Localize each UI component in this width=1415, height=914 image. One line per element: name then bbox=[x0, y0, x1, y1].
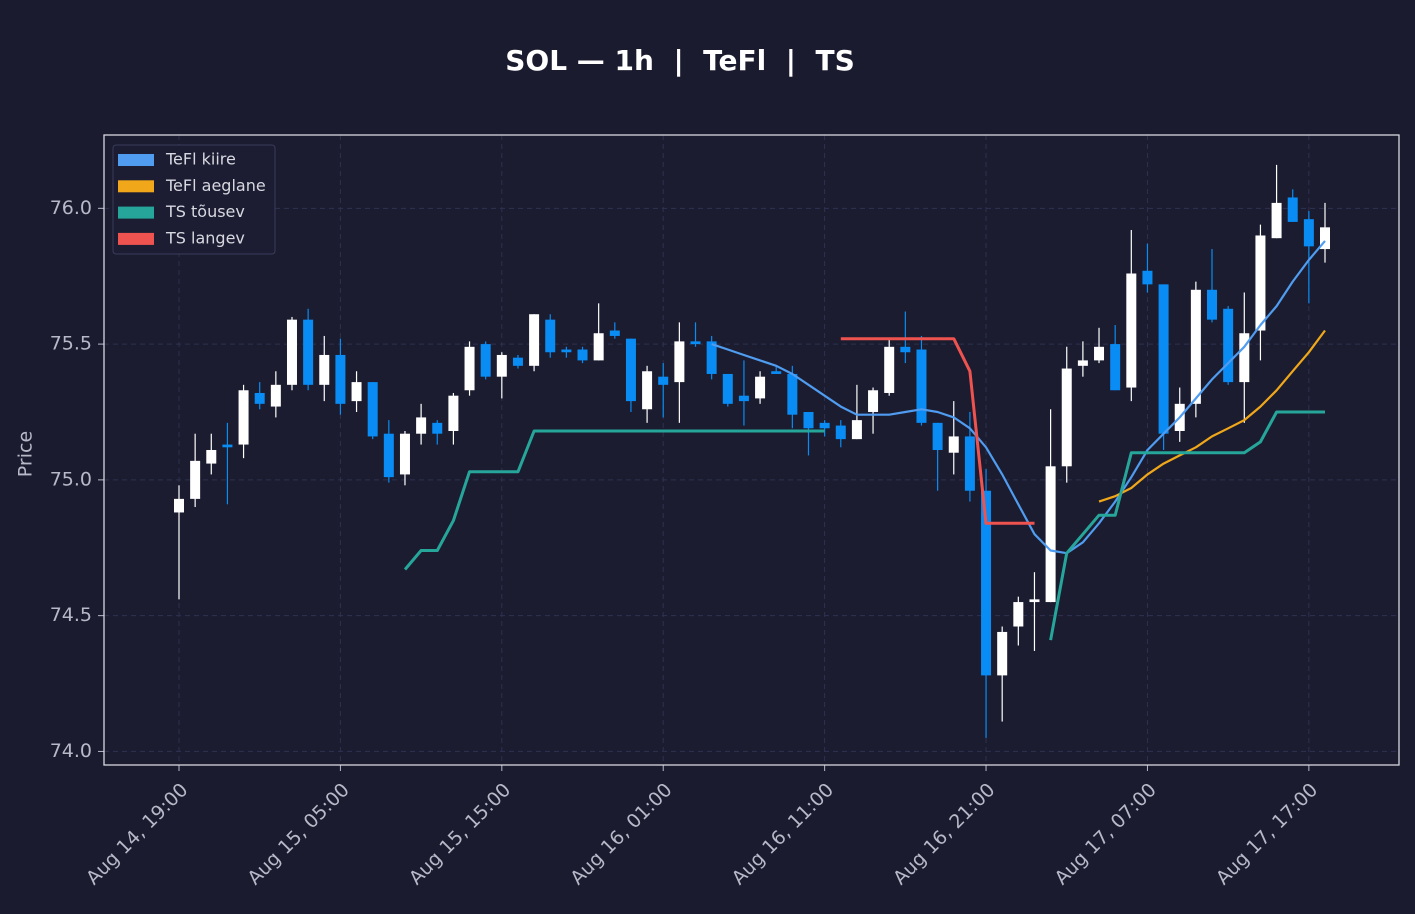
legend-swatch bbox=[118, 206, 154, 219]
series-line bbox=[711, 240, 1326, 555]
candle-body bbox=[884, 346, 895, 393]
candle-body bbox=[399, 433, 410, 475]
candle-body bbox=[1320, 227, 1330, 250]
plot-border bbox=[103, 134, 1400, 766]
candle-body bbox=[787, 373, 798, 415]
candle-body bbox=[1061, 368, 1072, 467]
series-line bbox=[1098, 329, 1326, 503]
series-line bbox=[840, 337, 1035, 525]
candle-body bbox=[238, 390, 249, 445]
candle-body bbox=[1158, 284, 1169, 434]
candle-body bbox=[819, 422, 830, 429]
candle-body bbox=[1126, 273, 1137, 388]
legend-swatch bbox=[118, 154, 154, 166]
candle-body bbox=[1094, 346, 1105, 361]
candle-body bbox=[496, 354, 507, 377]
legend: TeFl kiire TeFl aeglane TS tõusev TS langev bbox=[112, 144, 276, 255]
candle-body bbox=[1255, 235, 1266, 331]
legend-label: TeFl kiire bbox=[165, 150, 236, 169]
candle-body bbox=[851, 420, 862, 440]
candle-body bbox=[609, 330, 620, 336]
candle-body bbox=[480, 344, 491, 377]
candle-body bbox=[512, 357, 523, 366]
candle-body bbox=[625, 338, 636, 402]
candle-body bbox=[222, 444, 233, 448]
candle-body bbox=[416, 417, 427, 434]
candle-body bbox=[771, 371, 782, 374]
candle-body bbox=[545, 319, 556, 353]
legend-label: TS langev bbox=[165, 228, 245, 247]
candle-body bbox=[254, 392, 265, 404]
series-line bbox=[403, 410, 1325, 641]
plot-area bbox=[104, 135, 1399, 765]
candle-body bbox=[835, 425, 846, 440]
legend-label: TeFl aeglane bbox=[165, 176, 266, 195]
candle-body bbox=[948, 436, 959, 453]
candle-body bbox=[1287, 197, 1298, 222]
candle-body bbox=[190, 460, 201, 499]
candle-body bbox=[803, 411, 814, 429]
candle-body bbox=[464, 346, 475, 391]
legend-label: TS tõusev bbox=[165, 202, 245, 221]
candle-body bbox=[981, 490, 992, 676]
chart-title: SOL — 1h | TeFl | TS bbox=[505, 44, 855, 77]
candle-body bbox=[1303, 219, 1314, 247]
y-tick-label: 75.5 bbox=[50, 333, 92, 355]
candle-body bbox=[722, 373, 733, 404]
legend-swatch bbox=[118, 232, 154, 245]
candle-body bbox=[916, 349, 927, 423]
candle-body bbox=[1190, 289, 1201, 404]
candle-body bbox=[1239, 333, 1250, 383]
y-tick-label: 74.5 bbox=[50, 604, 92, 626]
candle-body bbox=[367, 382, 378, 437]
legend-swatch bbox=[118, 180, 154, 193]
candle-body bbox=[997, 631, 1008, 676]
candle-body bbox=[932, 422, 943, 450]
candle-body bbox=[900, 346, 911, 353]
candle-body bbox=[658, 376, 669, 385]
candle-body bbox=[351, 382, 362, 402]
candle-body bbox=[448, 395, 459, 431]
candle-body bbox=[1110, 344, 1121, 391]
candle-body bbox=[286, 319, 297, 385]
candle-body bbox=[706, 341, 717, 374]
candle-body bbox=[755, 376, 766, 399]
candle-body bbox=[383, 433, 394, 478]
candle-body bbox=[1029, 599, 1040, 603]
candle-body bbox=[1223, 308, 1234, 383]
candle-body bbox=[319, 354, 330, 385]
candle-body bbox=[593, 333, 604, 361]
candle-body bbox=[303, 319, 314, 385]
candle-body bbox=[1077, 360, 1088, 366]
y-tick-label: 76.0 bbox=[50, 197, 92, 219]
candle-body bbox=[206, 450, 217, 464]
candle-body bbox=[174, 498, 184, 513]
y-axis-label: Price bbox=[15, 431, 37, 477]
candle-body bbox=[561, 349, 572, 353]
y-tick-label: 74.0 bbox=[50, 740, 92, 762]
candle-body bbox=[690, 341, 701, 345]
candle-body bbox=[868, 390, 879, 412]
candle-body bbox=[674, 341, 685, 383]
y-tick-label: 75.0 bbox=[50, 468, 92, 490]
candle-body bbox=[432, 422, 443, 434]
candle-body bbox=[335, 354, 346, 404]
candle-body bbox=[642, 371, 653, 410]
candle-body bbox=[1207, 289, 1218, 320]
candle-body bbox=[270, 384, 281, 407]
candle-body bbox=[529, 314, 540, 366]
legend-box bbox=[112, 144, 276, 255]
candle-body bbox=[1013, 602, 1024, 627]
candle-body bbox=[964, 436, 975, 491]
candle-body bbox=[738, 395, 749, 402]
candle-body bbox=[577, 349, 588, 361]
candle-body bbox=[1142, 270, 1153, 285]
candle-body bbox=[1271, 202, 1282, 239]
candle-body bbox=[1045, 466, 1056, 603]
